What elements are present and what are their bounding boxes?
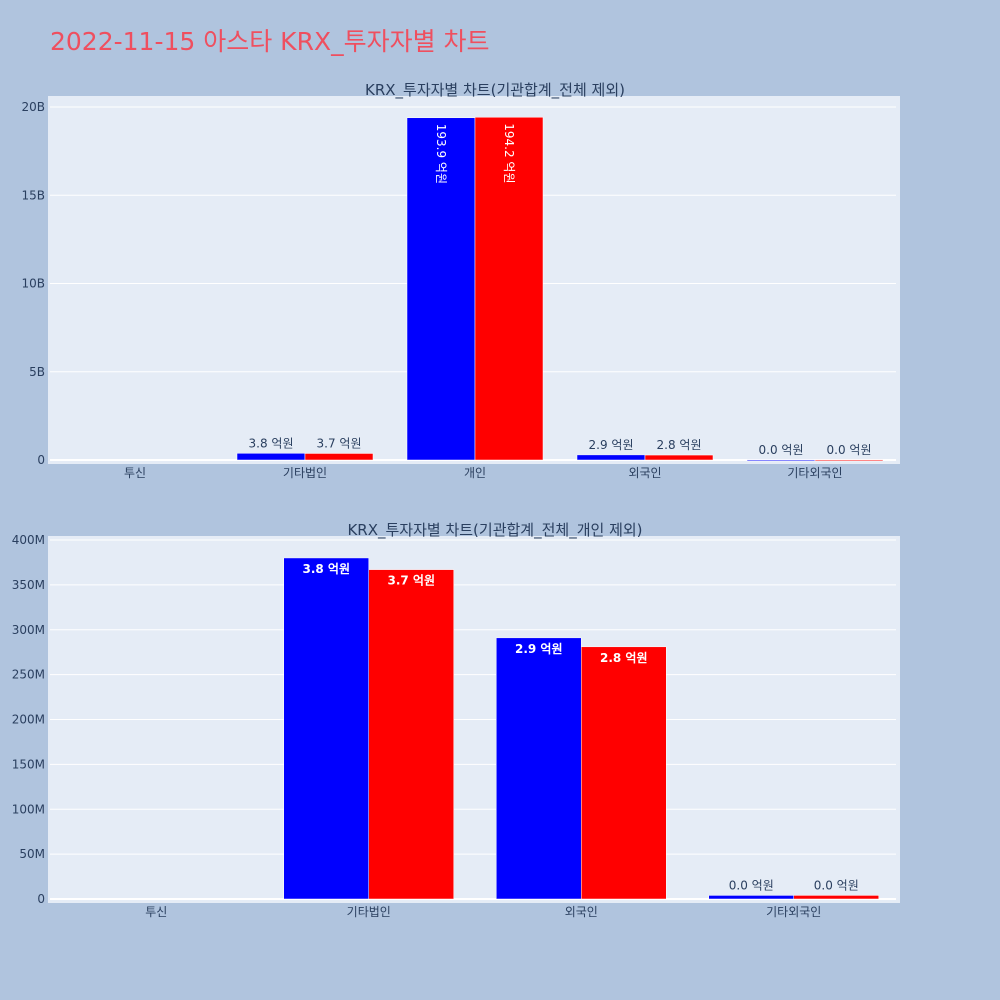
x-tick-label: 투신 — [124, 466, 146, 480]
bar-value-label: 0.0 억원 — [827, 443, 872, 457]
bar-value-label: 3.7 억원 — [317, 436, 362, 450]
y-tick-label: 0 — [37, 453, 45, 467]
bar-sell — [474, 116, 544, 461]
chart-title: KRX_투자자별 차트(기관합계_전체 제외) — [365, 81, 625, 100]
y-tick-label: 0 — [37, 892, 45, 906]
y-tick-label: 50M — [19, 847, 45, 861]
bar-value-label: 3.8 억원 — [249, 436, 294, 450]
bar-value-label: 3.7 억원 — [387, 574, 435, 588]
x-tick-label: 개인 — [464, 466, 486, 480]
y-tick-label: 150M — [12, 757, 45, 771]
x-tick-label: 투신 — [145, 905, 167, 919]
bar-buy — [746, 459, 816, 462]
y-tick-label: 300M — [12, 623, 45, 637]
y-tick-label: 400M — [12, 533, 45, 547]
x-tick-label: 외국인 — [628, 466, 661, 480]
bar-value-label: 2.8 억원 — [600, 651, 648, 665]
bar-value-label: 3.8 억원 — [302, 562, 350, 576]
bar-sell — [644, 454, 714, 461]
chart-1: KRX_투자자별 차트(기관합계_전체 제외) 0 5B 10B 15B 20B 투신 기타법… — [21, 81, 900, 480]
y-tick-label: 5B — [29, 365, 45, 379]
bar-value-label: 0.0 억원 — [759, 443, 804, 457]
y-tick-label: 15B — [21, 188, 45, 202]
bar-buy — [496, 637, 582, 900]
y-tick-label: 100M — [12, 802, 45, 816]
y-tick-label: 350M — [12, 578, 45, 592]
x-tick-label: 기타외국인 — [787, 466, 842, 480]
bar-value-label: 194.2 억원 — [502, 123, 516, 183]
x-tick-label: 기타법인 — [347, 905, 391, 919]
bar-buy — [708, 895, 794, 900]
chart-title: KRX_투자자별 차트(기관합계_전체_개인 제외) — [347, 521, 642, 540]
y-tick-label: 20B — [21, 100, 45, 114]
bar-sell — [814, 459, 884, 462]
x-tick-label: 기타법인 — [283, 466, 327, 480]
y-tick-label: 200M — [12, 713, 45, 727]
y-tick-label: 250M — [12, 668, 45, 682]
page-title: 2022-11-15 아스타 KRX_투자자별 차트 — [50, 27, 490, 56]
x-tick-label: 외국인 — [565, 905, 598, 919]
bar-sell — [793, 895, 879, 900]
bar-buy — [406, 117, 476, 461]
bar-sell — [581, 646, 667, 900]
bar-buy — [236, 453, 306, 461]
chart-2: KRX_투자자별 차트(기관합계_전체_개인 제외) 0 50M 100M 150M 20… — [12, 521, 900, 919]
bar-value-label: 0.0 억원 — [729, 878, 774, 892]
x-tick-label: 기타외국인 — [766, 905, 821, 919]
bar-value-label: 193.9 억원 — [434, 124, 448, 184]
bar-value-label: 2.8 억원 — [657, 438, 702, 452]
bar-buy — [283, 557, 369, 900]
bar-buy — [576, 454, 646, 461]
bar-value-label: 2.9 억원 — [589, 438, 634, 452]
y-tick-label: 10B — [21, 277, 45, 291]
bar-sell — [368, 569, 454, 900]
bar-value-label: 2.9 억원 — [515, 642, 563, 656]
bar-value-label: 0.0 억원 — [814, 878, 859, 892]
bar-sell — [304, 453, 374, 461]
